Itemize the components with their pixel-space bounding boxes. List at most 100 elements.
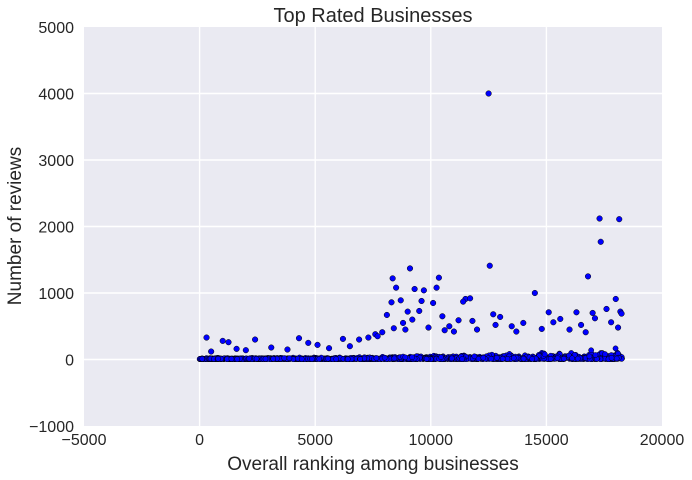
data-point [471,353,478,360]
data-point [467,295,474,302]
data-point [573,309,580,316]
data-point [497,313,504,320]
data-point [441,327,448,334]
data-point [545,309,552,316]
data-point [381,354,388,361]
data-point [541,351,548,358]
data-point [592,352,599,358]
data-point [615,324,622,331]
data-point [529,356,536,362]
data-point [383,311,390,318]
y-tick-labels: −1000 0 1000 2000 3000 4000 5000 [29,20,74,436]
data-point [473,326,481,333]
data-point [339,335,346,342]
x-tick-label: −5000 [62,432,107,449]
data-point [333,356,339,362]
data-point [242,347,249,354]
y-tick-label: 4000 [38,87,74,104]
data-point [365,334,372,341]
data-point [357,356,364,362]
data-point [499,355,506,362]
data-point [520,319,527,326]
data-point [550,319,557,326]
data-point [252,336,259,343]
data-point [459,356,465,362]
data-point [589,309,596,317]
y-tick-label: 3000 [38,153,74,170]
data-point [612,295,619,303]
data-point [480,354,487,361]
data-point [586,353,593,360]
data-point [510,355,517,361]
data-point [423,356,430,362]
data-point [305,339,312,346]
x-tick-label: 10000 [409,432,454,449]
data-point [531,289,538,297]
data-point [603,305,610,313]
data-point [596,215,603,222]
data-point [416,307,423,315]
data-point [344,356,351,362]
data-point [228,356,235,362]
data-points [196,90,625,363]
data-point [430,299,437,307]
x-axis-label: Overall ranking among businesses [227,454,519,475]
data-point [448,355,455,362]
data-point [547,356,554,362]
data-point [406,265,414,272]
y-tick-label: 2000 [38,220,74,237]
data-point [616,216,623,223]
data-point [618,310,625,317]
data-point [455,317,462,324]
data-point [281,355,288,361]
data-point [391,355,398,362]
y-tick-label: −1000 [29,419,74,436]
data-point [538,325,545,332]
data-point [435,274,442,281]
data-point [233,345,240,352]
data-point [504,355,511,362]
data-point [420,287,427,294]
data-point [574,355,581,362]
data-point [379,329,386,336]
y-tick-label: 5000 [38,20,74,37]
data-point [388,299,395,306]
y-tick-label: 0 [65,353,74,370]
data-point [450,328,457,335]
data-point [520,355,527,362]
data-point [225,339,232,346]
data-point [246,355,253,362]
data-point [298,356,305,362]
data-point [418,297,425,305]
data-point [400,319,407,326]
y-tick-label: 1000 [38,286,74,303]
x-tick-label: 5000 [297,432,333,449]
data-point [268,344,275,351]
data-point [253,356,260,362]
data-point [554,355,561,362]
data-point [393,284,400,291]
data-point [314,341,321,348]
data-point [286,355,293,362]
data-point [591,315,599,322]
data-point [346,343,353,350]
data-point [488,355,494,362]
data-point [219,337,226,344]
x-tick-labels: −5000 0 5000 10000 15000 20000 [62,432,685,449]
x-tick-label: 15000 [524,432,569,449]
data-point [309,356,315,362]
data-point [597,238,604,245]
data-point [409,354,415,361]
data-point [578,321,585,328]
data-point [262,356,269,362]
grid [84,27,662,426]
x-tick-label: 20000 [640,432,685,449]
data-point [402,354,409,361]
data-point [602,351,608,357]
data-point [612,345,619,352]
data-point [608,354,615,361]
data-point [295,335,303,342]
data-point [402,326,409,333]
data-point [397,297,404,304]
